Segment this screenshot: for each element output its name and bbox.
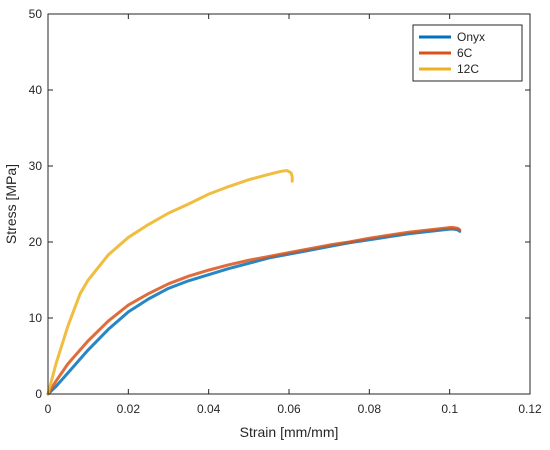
series-line-12c bbox=[46, 169, 294, 396]
series-layer bbox=[46, 169, 462, 396]
y-axis-ticks: 0 10 20 30 40 50 bbox=[29, 7, 530, 401]
x-tick-label: 0.02 bbox=[117, 402, 141, 416]
x-tick-label: 0.06 bbox=[277, 402, 301, 416]
legend: Onyx 6C 12C bbox=[412, 24, 523, 82]
y-tick-label: 10 bbox=[29, 311, 43, 325]
x-tick-label: 0.04 bbox=[197, 402, 221, 416]
x-tick-label: 0.12 bbox=[518, 402, 542, 416]
y-axis-label: Stress [MPa] bbox=[3, 164, 19, 244]
legend-label-onyx: Onyx bbox=[457, 30, 485, 44]
y-tick-label: 40 bbox=[29, 83, 43, 97]
y-tick-label: 20 bbox=[29, 235, 43, 249]
legend-label-6c: 6C bbox=[457, 46, 473, 60]
x-axis-ticks: 0 0.02 0.04 0.06 0.08 0.1 0.12 bbox=[45, 14, 542, 416]
series-line-6c bbox=[46, 226, 462, 396]
x-tick-label: 0.1 bbox=[441, 402, 458, 416]
x-tick-label: 0.08 bbox=[358, 402, 382, 416]
x-axis-label: Strain [mm/mm] bbox=[240, 424, 339, 440]
x-tick-label: 0 bbox=[45, 402, 52, 416]
y-tick-label: 30 bbox=[29, 159, 43, 173]
y-tick-label: 0 bbox=[35, 387, 42, 401]
y-tick-label: 50 bbox=[29, 7, 43, 21]
legend-label-12c: 12C bbox=[457, 62, 479, 76]
